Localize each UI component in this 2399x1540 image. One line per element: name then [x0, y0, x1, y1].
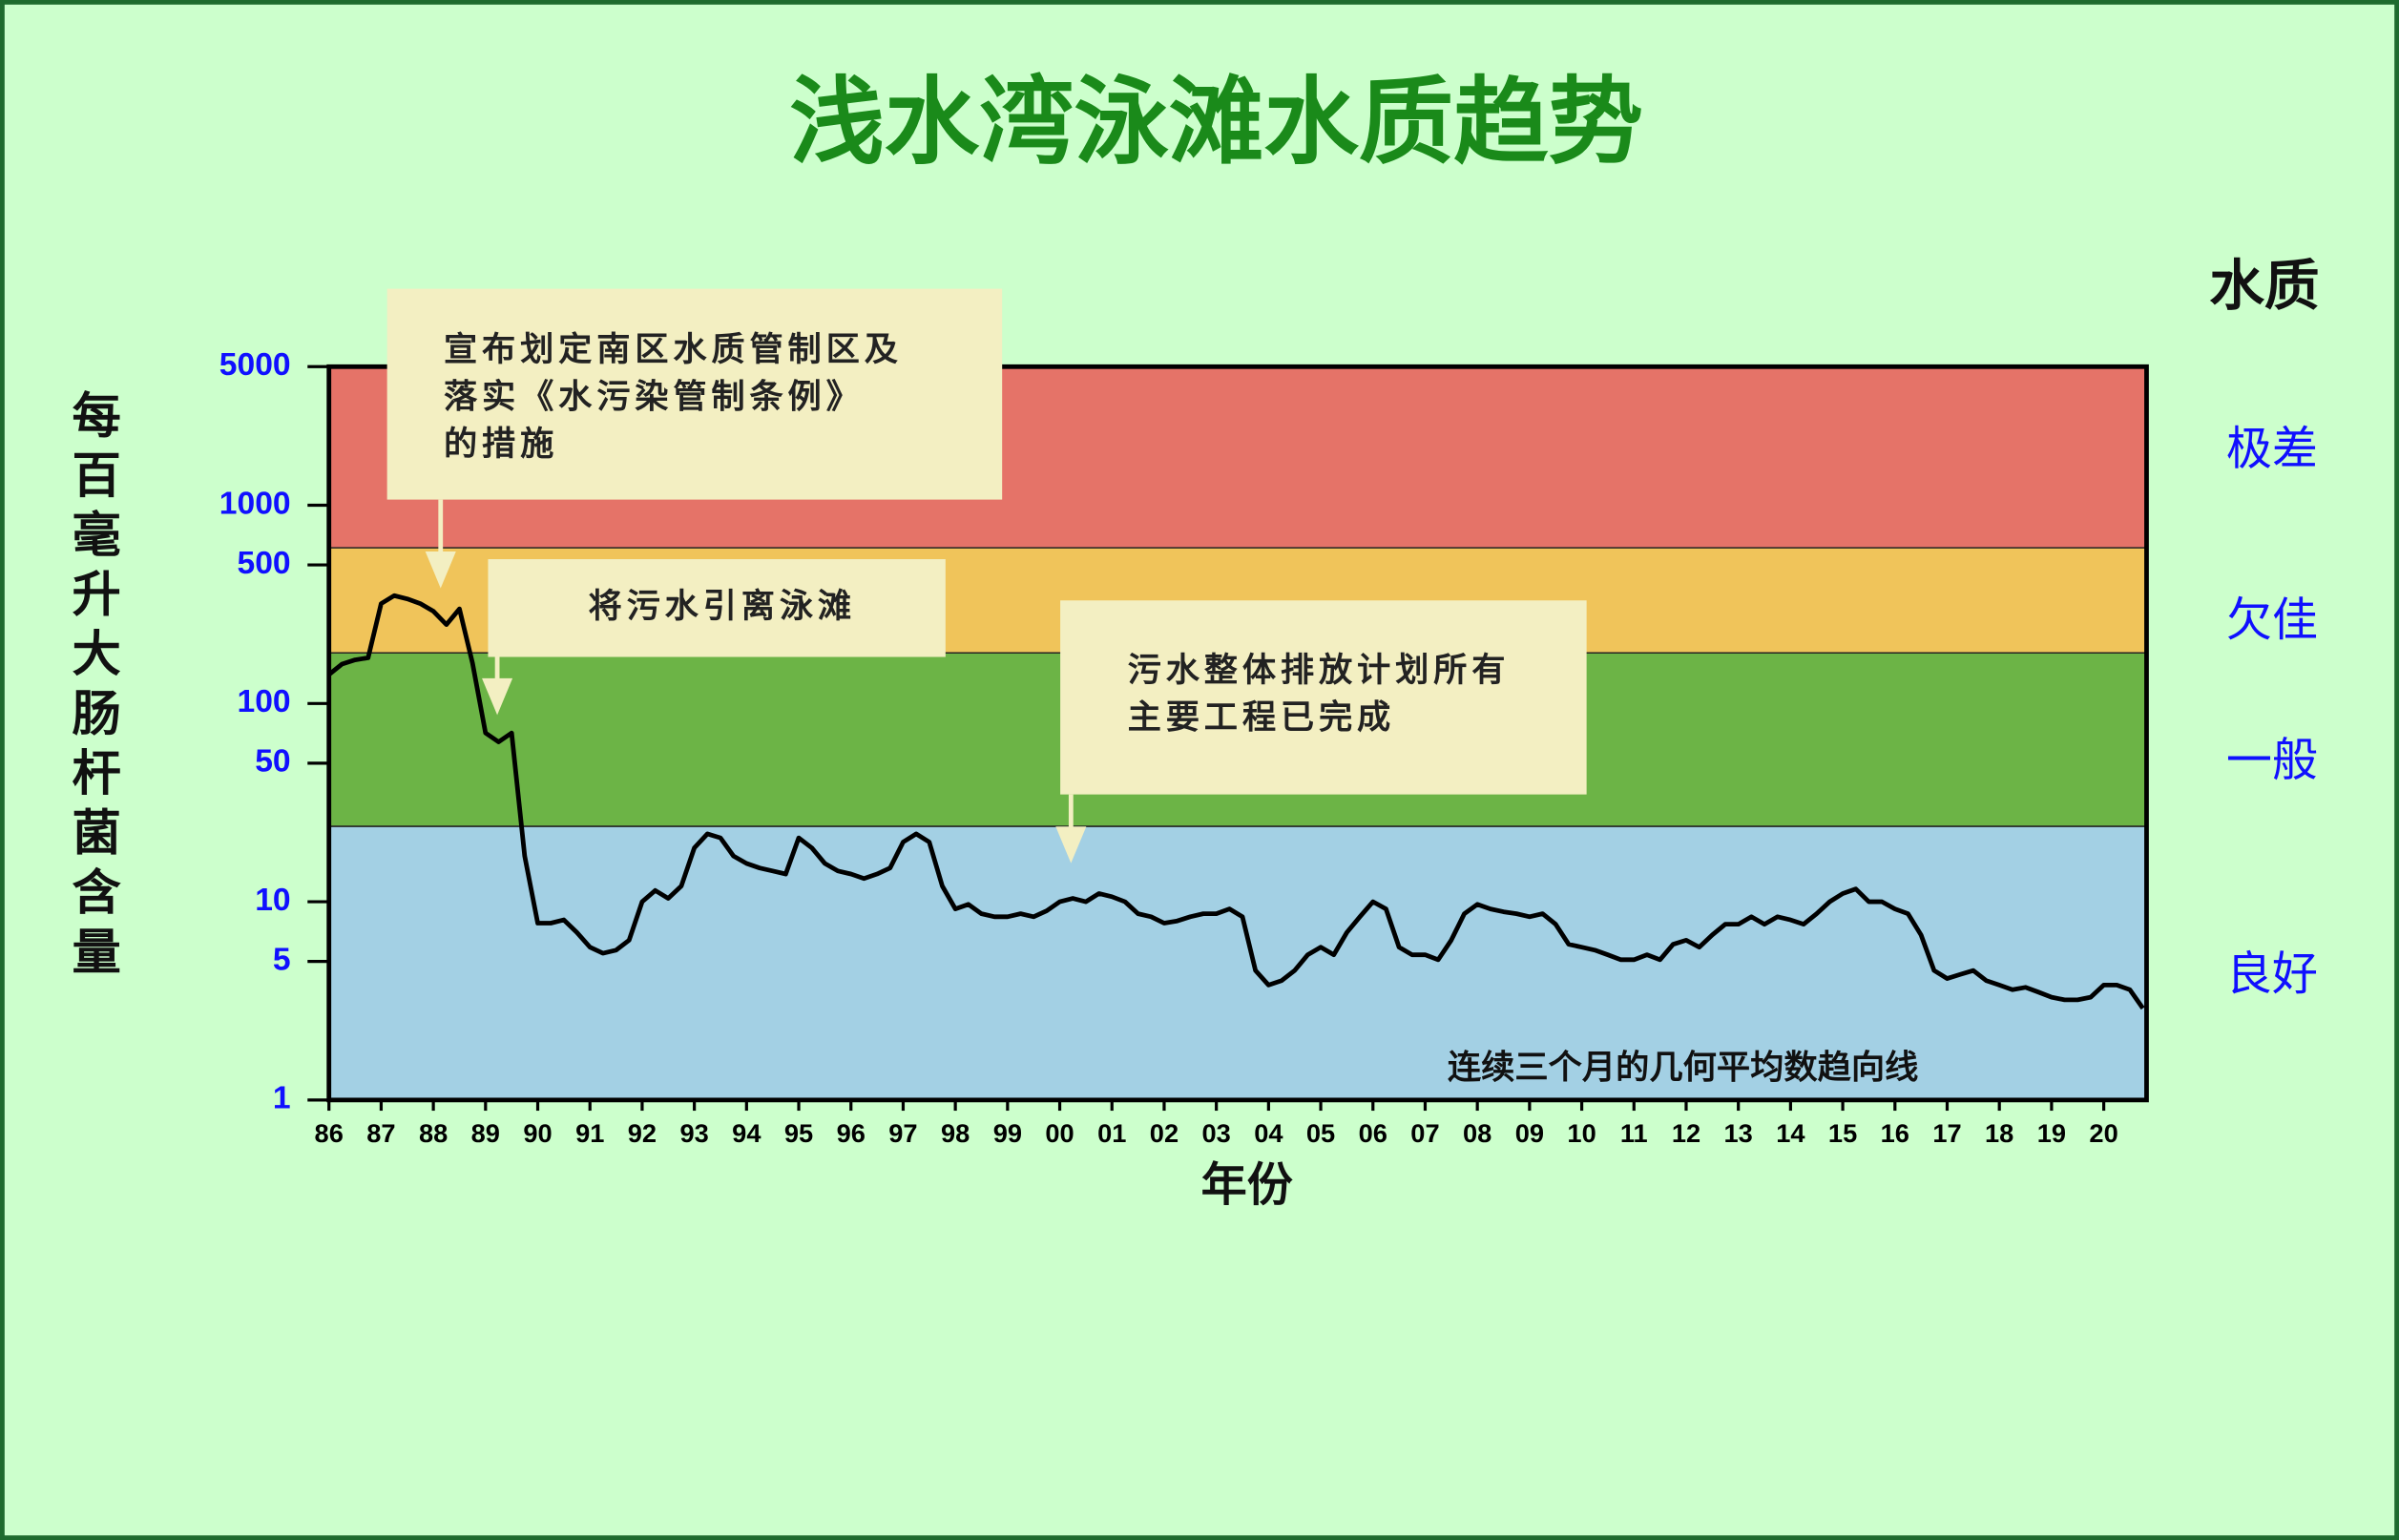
x-tick-label: 93: [679, 1118, 708, 1148]
quality-band: [328, 826, 2147, 1100]
x-tick-label: 98: [941, 1118, 970, 1148]
x-tick-label: 92: [628, 1118, 657, 1148]
y-axis-label: 每百毫升大肠杆菌含量: [63, 389, 121, 985]
band-label: 良好: [2226, 947, 2318, 1001]
x-tick-label: 12: [1672, 1118, 1700, 1148]
x-axis-label: 年份: [1201, 1158, 1293, 1212]
x-tick-label: 03: [1202, 1118, 1231, 1148]
x-tick-label: 91: [575, 1118, 604, 1148]
band-label: 欠佳: [2226, 593, 2318, 647]
y-tick-label: 100: [237, 684, 290, 719]
x-tick-label: 18: [1985, 1118, 2013, 1148]
annotation-arrowhead: [425, 551, 456, 589]
trend-line: [327, 593, 2145, 1010]
annotation-box: [488, 559, 946, 657]
band-title: 水质: [2209, 253, 2319, 318]
x-tick-label: 96: [837, 1118, 866, 1148]
series-label: 连续三个月的几何平均数趋向线: [1448, 1048, 1919, 1087]
y-tick-label: 5: [273, 943, 291, 978]
annotation-box: [1060, 600, 1587, 795]
y-tick-label: 5000: [219, 347, 291, 383]
band-label: 极差: [2226, 422, 2318, 475]
x-tick-label: 19: [2037, 1118, 2066, 1148]
y-tick-label: 1000: [219, 486, 291, 521]
annotation-arrowhead: [1055, 826, 1087, 864]
annotation-text: 主要工程已完成: [1128, 698, 1395, 738]
x-tick-label: 07: [1410, 1118, 1439, 1148]
annotation-text: 宣布划定南区水质管制区及: [444, 330, 903, 369]
y-tick-label: 50: [255, 744, 290, 780]
plot-frame: [326, 364, 2149, 1103]
x-tick-label: 04: [1254, 1118, 1283, 1148]
x-tick-label: 14: [1776, 1118, 1804, 1148]
x-tick-label: 05: [1306, 1118, 1335, 1148]
y-tick-label: 500: [237, 546, 290, 581]
x-tick-label: 00: [1045, 1118, 1074, 1148]
annotation-box: [386, 288, 1003, 500]
x-tick-label: 90: [523, 1118, 552, 1148]
x-tick-label: 97: [888, 1118, 917, 1148]
x-tick-label: 86: [315, 1118, 344, 1148]
annotation-text: 将污水引离泳滩: [589, 587, 856, 626]
x-tick-label: 11: [1620, 1118, 1648, 1148]
x-tick-label: 88: [419, 1118, 448, 1148]
x-tick-label: 89: [471, 1118, 500, 1148]
annotation-text: 的措施: [444, 425, 558, 464]
x-tick-label: 94: [732, 1118, 761, 1148]
x-tick-label: 02: [1150, 1118, 1179, 1148]
x-tick-label: 01: [1097, 1118, 1126, 1148]
x-tick-label: 87: [366, 1118, 395, 1148]
annotation-text: 污水整体排放计划所有: [1128, 651, 1511, 690]
x-tick-label: 08: [1463, 1118, 1492, 1148]
y-tick-label: 1: [273, 1081, 291, 1116]
x-tick-label: 99: [993, 1118, 1022, 1148]
x-tick-label: 06: [1359, 1118, 1387, 1148]
band-label: 一般: [2226, 734, 2318, 787]
x-tick-label: 20: [2089, 1118, 2117, 1148]
x-tick-label: 15: [1828, 1118, 1857, 1148]
x-tick-label: 13: [1724, 1118, 1753, 1148]
annotation-text: 落实《水污染管制条例》: [444, 377, 865, 416]
annotation-arrowhead: [482, 677, 513, 716]
x-tick-label: 95: [784, 1118, 813, 1148]
x-tick-label: 17: [1932, 1118, 1961, 1148]
x-tick-label: 09: [1515, 1118, 1544, 1148]
y-tick-label: 10: [255, 883, 290, 918]
x-tick-label: 16: [1881, 1118, 1909, 1148]
chart-title: 浅水湾泳滩水质趋势: [789, 67, 1643, 177]
x-tick-label: 10: [1567, 1118, 1596, 1148]
